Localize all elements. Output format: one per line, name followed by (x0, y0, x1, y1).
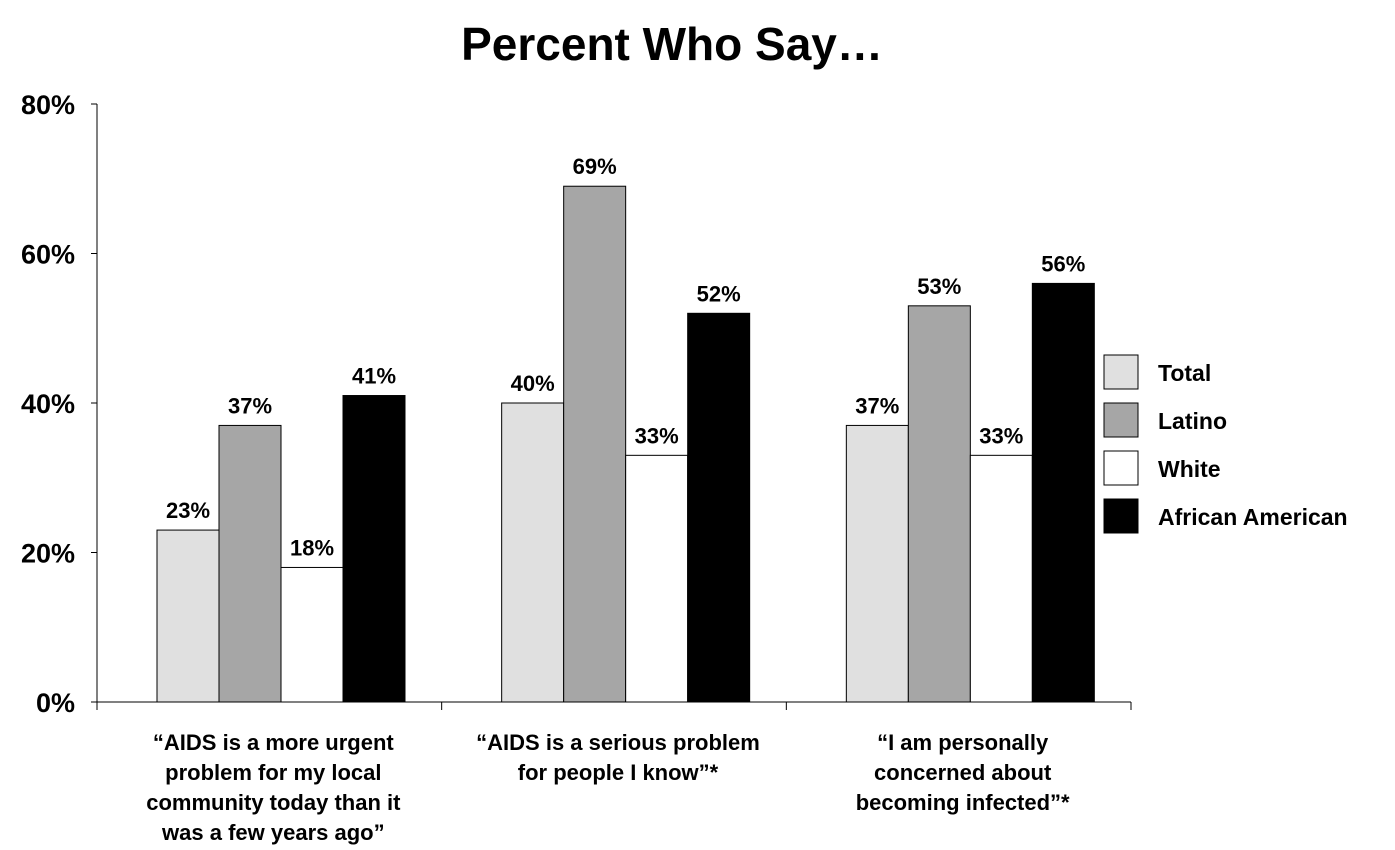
legend-swatch (1103, 498, 1139, 534)
bar-total (156, 529, 220, 703)
data-label: 53% (917, 274, 961, 299)
legend-swatch (1103, 450, 1139, 486)
bar-total (501, 402, 565, 703)
bar-total (845, 424, 909, 703)
chart-title: Percent Who Say… (461, 18, 883, 70)
category-label: “AIDS is a more urgent problem for my loc… (146, 730, 401, 845)
axes: 0% 20% 40% 60% 80% (21, 90, 1132, 718)
data-labels: 23% 40% 37% 37% 69% 53% 18% 33% 33% 41% 52% 56% (166, 154, 1085, 560)
y-tick-label: 40% (21, 389, 75, 419)
bar-african-american (1031, 282, 1095, 703)
legend-label: African American (1158, 504, 1348, 530)
bar-latino (907, 305, 971, 703)
data-label: 56% (1041, 251, 1085, 276)
bars (156, 185, 1095, 703)
data-label: 37% (228, 393, 272, 418)
data-label: 52% (697, 281, 741, 306)
category-label: “I am personally concerned about becoming … (856, 730, 1070, 815)
legend: Total Latino White African American (1103, 354, 1348, 534)
y-tick-label: 20% (21, 539, 75, 569)
data-label: 18% (290, 535, 334, 560)
bar-white (625, 454, 689, 703)
y-tick-label: 0% (36, 688, 75, 718)
bar-latino (563, 185, 627, 703)
bar-white (280, 566, 344, 703)
legend-label: Latino (1158, 408, 1227, 434)
bar-latino (218, 424, 282, 703)
category-labels: “AIDS is a more urgent problem for my loc… (146, 730, 1070, 845)
bar-african-american (342, 395, 406, 703)
data-label: 40% (511, 371, 555, 396)
data-label: 23% (166, 498, 210, 523)
y-tick-label: 60% (21, 240, 75, 270)
data-label: 33% (635, 423, 679, 448)
legend-swatch (1103, 354, 1139, 390)
data-label: 33% (979, 423, 1023, 448)
legend-label: White (1158, 456, 1221, 482)
data-label: 37% (855, 393, 899, 418)
y-tick-label: 80% (21, 90, 75, 120)
legend-swatch (1103, 402, 1139, 438)
category-label: “AIDS is a serious problem for people I k… (476, 730, 760, 785)
bar-african-american (687, 312, 751, 703)
legend-label: Total (1158, 360, 1211, 386)
bar-white (969, 454, 1033, 703)
data-label: 69% (573, 154, 617, 179)
data-label: 41% (352, 364, 396, 389)
